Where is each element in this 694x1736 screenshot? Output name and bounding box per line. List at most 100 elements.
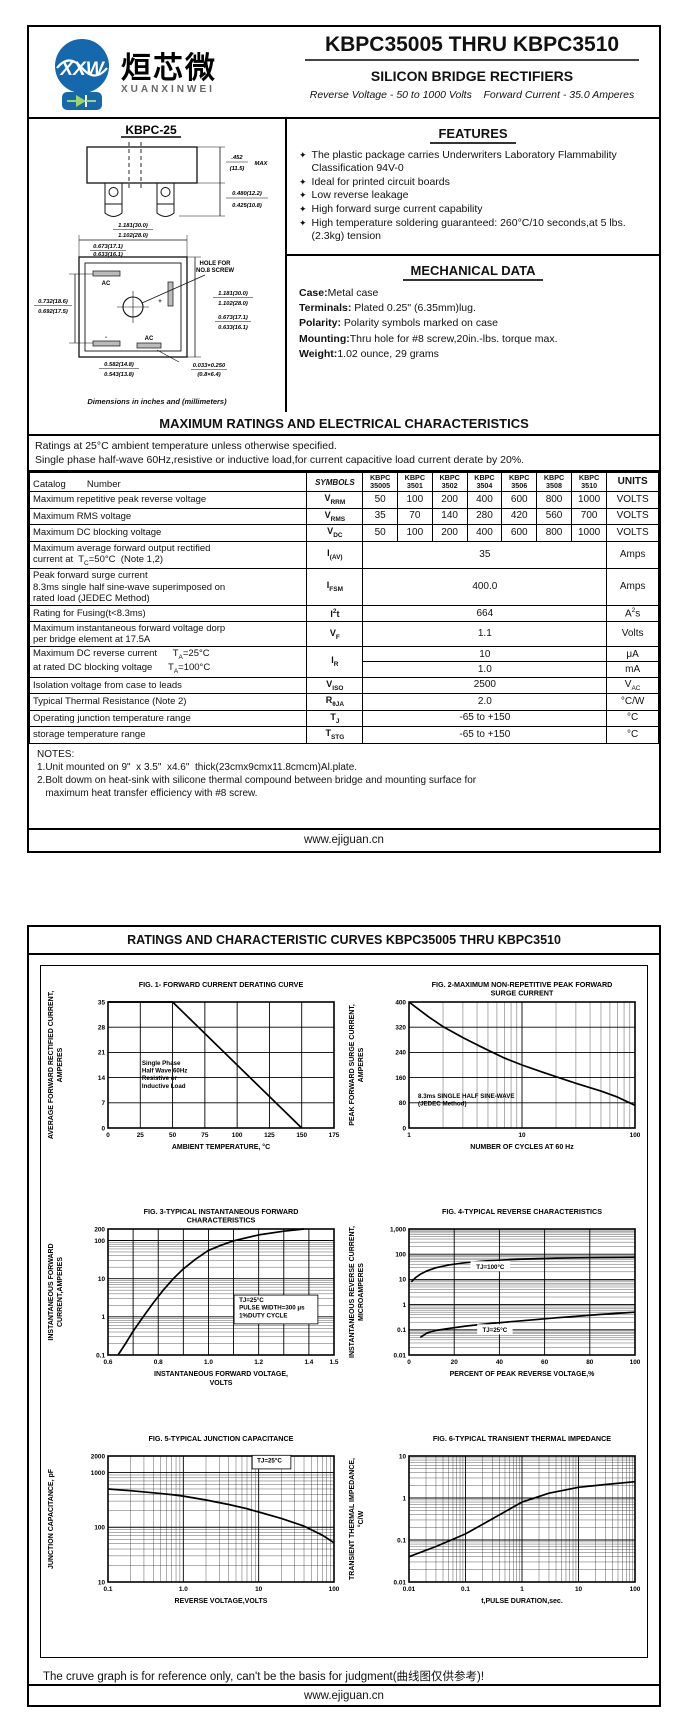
table-cell: Maximum instantaneous forward voltage do…	[28, 621, 308, 648]
table-cell: 560	[536, 507, 572, 526]
table-cell: TSTG	[306, 726, 364, 744]
table-cell: 100	[396, 524, 433, 542]
table-cell: -65 to +150	[362, 726, 608, 744]
svg-text:INSTANTANEOUS REVERSE CURRENT,: INSTANTANEOUS REVERSE CURRENT,	[349, 1226, 356, 1358]
table-cell: μA	[606, 646, 659, 663]
svg-text:°C/W: °C/W	[357, 1510, 365, 1527]
svg-text:100: 100	[94, 1238, 105, 1245]
svg-text:320: 320	[395, 1025, 406, 1032]
svg-text:0: 0	[101, 1125, 105, 1132]
table-cell: 140	[431, 507, 468, 526]
table-cell: Catalog Number	[28, 472, 308, 493]
figure-4: FIG. 4-TYPICAL REVERSE CHARACTERISTICS 0 2…	[345, 1205, 645, 1422]
figure-5: FIG. 5-TYPICAL JUNCTION CAPACITANCE 0.1 1.…	[44, 1432, 344, 1649]
svg-text:0.1: 0.1	[103, 1586, 112, 1593]
table-cell: I(AV)	[306, 540, 364, 570]
svg-text:1: 1	[402, 1495, 406, 1502]
svg-text:0.543(13.8): 0.543(13.8)	[104, 372, 134, 377]
table-cell: VAC	[606, 676, 659, 695]
figure-3: FIG. 3-TYPICAL INSTANTANEOUS FORWARD CHAR…	[44, 1205, 344, 1422]
svg-text:0: 0	[407, 1359, 411, 1366]
ratings-condition-line: Ratings at 25°C ambient temperature unle…	[35, 440, 337, 452]
svg-text:75: 75	[201, 1132, 209, 1139]
svg-text:160: 160	[395, 1075, 406, 1082]
svg-text:20: 20	[450, 1359, 458, 1366]
brand-name-en: XUANXINWEI	[121, 84, 215, 96]
svg-text:TJ=100°C: TJ=100°C	[476, 1264, 505, 1271]
figure-2: FIG. 2-MAXIMUM NON-REPETITIVE PEAK FORWA…	[345, 978, 645, 1195]
terminal-minus-label: -	[105, 335, 107, 341]
mech-weight: Weight:1.02 ounce, 29 grams	[299, 347, 439, 360]
table-cell: 600	[501, 491, 538, 509]
datasheet-page-2: RATINGS AND CHARACTERISTIC CURVES KBPC35…	[27, 925, 661, 1707]
max-ratings-banner: MAXIMUM RATINGS AND ELECTRICAL CHARACTER…	[29, 412, 659, 436]
table-row: Operating junction temperature range TJ -6…	[28, 709, 659, 728]
title-block: KBPC35005 THRU KBPC3510 SILICON BRIDGE R…	[291, 33, 653, 101]
svg-text:NUMBER OF CYCLES AT 60 Hz: NUMBER OF CYCLES AT 60 Hz	[470, 1144, 574, 1151]
svg-text:1: 1	[407, 1132, 411, 1139]
svg-text:0.6: 0.6	[103, 1359, 112, 1366]
svg-text:Half Wave 60Hz: Half Wave 60Hz	[141, 1068, 187, 1075]
svg-text:0.01: 0.01	[402, 1586, 415, 1593]
table-cell: IFSM	[306, 568, 364, 606]
feature-item: ✦ High temperature soldering guaranteed: …	[299, 216, 626, 242]
feature-item: ✦ Low reverse leakage	[299, 189, 409, 202]
figure-4-chart: FIG. 4-TYPICAL REVERSE CHARACTERISTICS 0 2…	[349, 1207, 641, 1378]
svg-text:0.692(17.5): 0.692(17.5)	[38, 309, 68, 315]
table-row: storage temperature range TSTG -65 to +150…	[28, 726, 659, 744]
svg-text:10: 10	[518, 1132, 526, 1139]
svg-text:1,000: 1,000	[390, 1226, 406, 1233]
svg-text:0: 0	[402, 1125, 406, 1132]
svg-text:40: 40	[495, 1359, 503, 1366]
mech-polarity: Polarity: Polarity symbols marked on cas…	[299, 317, 498, 330]
table-cell: storage temperature range	[28, 726, 308, 744]
table-row: Maximum average forward output rectified…	[28, 540, 659, 570]
website-link[interactable]: www.ejiguan.cn	[304, 1690, 384, 1702]
svg-text:1000: 1000	[90, 1470, 105, 1477]
mech-terminals: Terminals: Plated 0.25" (6.35mm)lug.	[299, 302, 476, 315]
svg-text:MAX: MAX	[255, 161, 269, 167]
svg-text:400: 400	[395, 999, 406, 1006]
svg-text:1.4: 1.4	[304, 1359, 313, 1366]
diode-icon	[67, 95, 96, 107]
table-cell: VRMS	[306, 507, 364, 526]
table-cell: 420	[501, 507, 538, 526]
table-cell: Maximum repetitive peak reverse voltage	[28, 491, 308, 509]
svg-text:1%DUTY CYCLE: 1%DUTY CYCLE	[239, 1312, 287, 1319]
table-cell: 1.1	[362, 621, 608, 648]
mech-case: Case:Metal case	[299, 287, 379, 299]
svg-text:(JEDEC Method): (JEDEC Method)	[418, 1100, 466, 1107]
table-row: Maximum DC blocking voltage VDC 50 100 200 40…	[28, 524, 659, 542]
svg-text:AMPERES: AMPERES	[57, 1047, 64, 1082]
body-columns: KBPC-25 .452	[29, 119, 659, 412]
svg-text:PEAK FORWARD SURGE CURRENT,: PEAK FORWARD SURGE CURRENT,	[349, 1004, 356, 1126]
ratings-table: Catalog Number SYMBOLS KBPC 35005 KBPC 3501 KB…	[28, 472, 659, 744]
svg-text:1: 1	[402, 1302, 406, 1309]
svg-text:10: 10	[574, 1586, 582, 1593]
table-cell: 35	[362, 540, 608, 570]
figure-2-chart: FIG. 2-MAXIMUM NON-REPETITIVE PEAK FORWA…	[349, 980, 641, 1151]
website-link[interactable]: www.ejiguan.cn	[304, 834, 384, 846]
svg-text:80: 80	[398, 1100, 406, 1107]
table-cell: Maximum average forward output rectified…	[28, 540, 308, 570]
svg-text:0.732(18.6): 0.732(18.6)	[38, 299, 68, 305]
table-cell: 35	[362, 507, 398, 526]
note-line: 2.Bolt dowm on heat-sink with silicone t…	[37, 774, 477, 786]
table-row: Isolation voltage from case to leads VISO…	[28, 676, 659, 695]
features-section: FEATURES ✦ The plastic package carries Un…	[287, 119, 659, 256]
table-cell: KBPC 3510	[570, 472, 608, 493]
datasheet-page-1: XXW 烜芯微 XUANXINWEI KBPC35005 THRU KBPC35…	[27, 25, 661, 853]
table-cell: °C/W	[606, 693, 659, 711]
svg-text:10: 10	[255, 1586, 263, 1593]
table-cell: KBPC 3501	[396, 472, 433, 493]
ratings-condition-line: Single phase half-wave 60Hz,resistive or…	[35, 454, 525, 467]
table-cell: I2t	[306, 604, 364, 623]
svg-text:FIG. 6-TYPICAL TRANSIENT THERM: FIG. 6-TYPICAL TRANSIENT THERMAL IMPEDAN…	[432, 1434, 610, 1443]
svg-text:10: 10	[97, 1276, 105, 1283]
bullet-icon: ✦	[299, 176, 307, 187]
svg-text:21: 21	[97, 1050, 105, 1057]
svg-text:80: 80	[586, 1359, 594, 1366]
svg-text:AMPERES: AMPERES	[358, 1047, 365, 1082]
table-row: Maximum RMS voltage VRMS 35 70 140 280 420 560 7…	[28, 507, 659, 526]
package-drawing: KBPC-25 .452	[29, 119, 285, 412]
